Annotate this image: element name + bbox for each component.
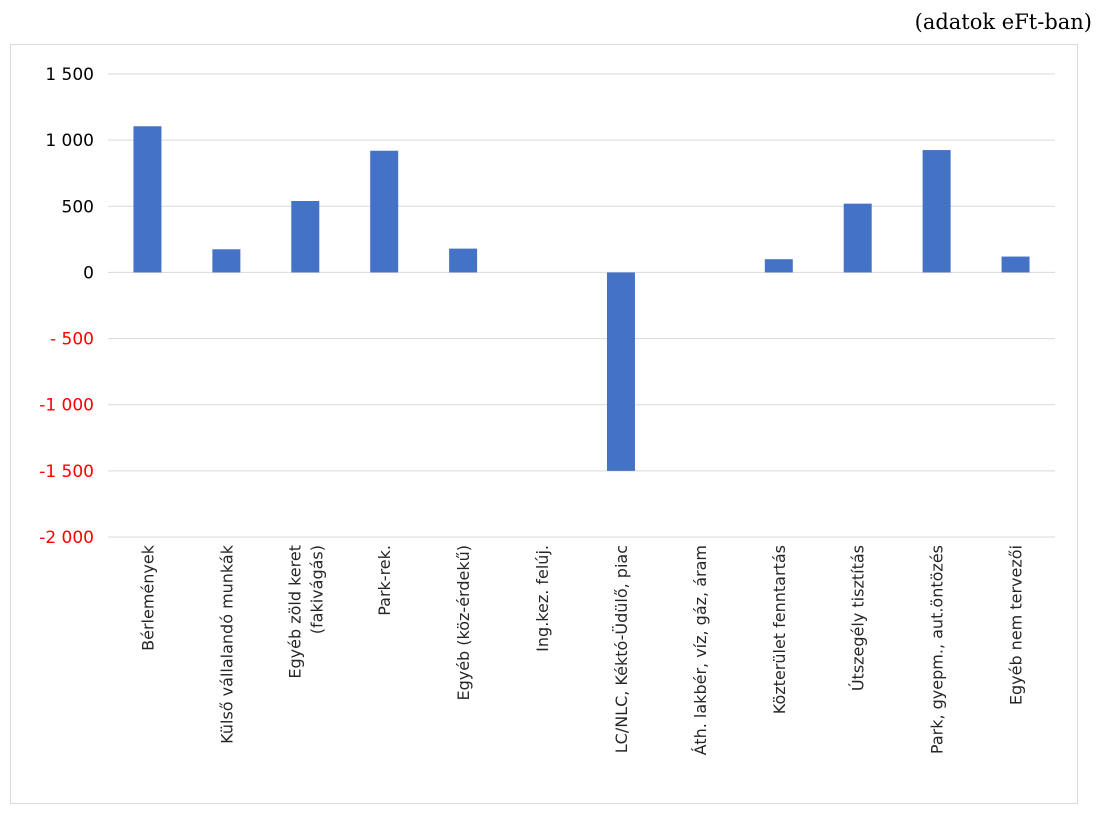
x-category-label: Egyéb zöld keret xyxy=(285,545,304,679)
bar xyxy=(212,249,241,273)
y-tick-label: 1 000 xyxy=(45,131,94,151)
x-category-label: Áth. lakbér, víz, gáz, áram xyxy=(691,545,710,755)
x-category-label: Útszegély tisztítás xyxy=(849,545,868,691)
x-category-label: Külső vállalandó munkák xyxy=(217,544,236,744)
unit-note: (adatok eFt-ban) xyxy=(914,10,1092,34)
bar xyxy=(133,126,162,273)
bar xyxy=(606,272,635,471)
x-category-label: Bérlemények xyxy=(138,544,157,651)
y-tick-label: -2 000 xyxy=(39,528,94,548)
chart-frame xyxy=(10,44,1078,804)
bar xyxy=(764,259,793,273)
gridlines xyxy=(108,73,1055,538)
bar xyxy=(922,150,951,273)
x-category-label: Ing.kez. felúj. xyxy=(533,545,552,652)
y-tick-label: -1 500 xyxy=(39,462,94,482)
x-category-label: Park, gyepm., aut.öntözés xyxy=(928,545,947,754)
x-category-label: Közterület fenntartás xyxy=(770,545,789,714)
x-category-label: Egyéb (köz-érdekű) xyxy=(454,545,473,701)
y-tick-label: - 500 xyxy=(50,330,94,350)
bars xyxy=(133,126,1030,471)
x-category-label: (fakivágás) xyxy=(307,545,326,634)
y-tick-label: -1 000 xyxy=(39,396,94,416)
x-category-label: LC/NLC, Kéktó-Üdülő, piac xyxy=(612,545,631,753)
y-tick-label: 500 xyxy=(62,197,94,217)
bar xyxy=(843,203,872,273)
y-axis-tick-labels: 1 500 1 000 500 0 - 500 -1 000 -1 500 -2 000 xyxy=(39,65,94,548)
x-category-label: Egyéb nem tervezői xyxy=(1007,545,1026,705)
bar xyxy=(370,150,399,273)
y-tick-label: 1 500 xyxy=(45,65,94,85)
x-axis-category-labels: Bérlemények Külső vállalandó munkák Egyéb … xyxy=(138,544,1025,755)
x-category-label: Park-rek. xyxy=(375,545,394,616)
bar xyxy=(449,248,478,273)
bar xyxy=(291,200,320,273)
bar xyxy=(1001,256,1030,273)
y-tick-label: 0 xyxy=(83,263,94,283)
